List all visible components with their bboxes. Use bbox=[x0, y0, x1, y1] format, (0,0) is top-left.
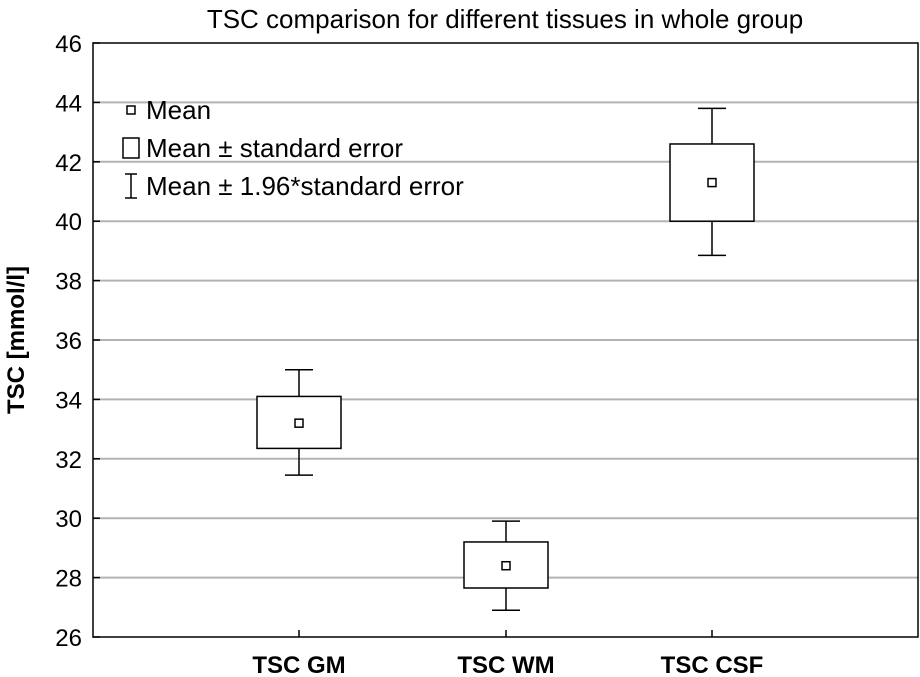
mean-marker bbox=[501, 560, 511, 571]
chart-title: TSC comparison for different tissues in … bbox=[207, 4, 803, 34]
x-axis-categories: TSC GM TSC WM TSC CSF bbox=[252, 630, 763, 677]
legend-mean-symbol bbox=[126, 105, 136, 115]
y-tick-label: 38 bbox=[55, 269, 82, 296]
y-tick-label: 46 bbox=[55, 31, 82, 58]
mean-marker bbox=[294, 418, 304, 428]
legend-box-symbol bbox=[122, 137, 140, 159]
y-axis-label: TSC [mmol/l] bbox=[3, 266, 30, 414]
x-category-label: TSC CSF bbox=[661, 652, 764, 677]
box-tsc-gm bbox=[256, 368, 342, 476]
legend-label: Mean ± standard error bbox=[146, 133, 403, 163]
y-tick-label: 34 bbox=[55, 387, 82, 414]
grid-lines bbox=[93, 101, 918, 579]
legend-item: Mean ± standard error bbox=[122, 133, 403, 163]
legend-item: Mean ± 1.96*standard error bbox=[125, 171, 464, 201]
box-tsc-csf bbox=[669, 107, 755, 257]
legend-label: Mean bbox=[146, 95, 211, 125]
legend-label: Mean ± 1.96*standard error bbox=[146, 171, 464, 201]
legend-item: Mean bbox=[126, 95, 211, 125]
x-category-label: TSC WM bbox=[457, 652, 554, 677]
x-category-label: TSC GM bbox=[252, 652, 345, 677]
y-axis-ticks: 26 28 30 32 34 36 38 40 42 44 46 bbox=[55, 31, 100, 652]
y-tick-label: 44 bbox=[55, 90, 82, 117]
y-tick-label: 42 bbox=[55, 150, 82, 177]
y-tick-label: 26 bbox=[55, 625, 82, 652]
y-tick-label: 30 bbox=[55, 506, 82, 533]
y-tick-label: 40 bbox=[55, 209, 82, 236]
y-tick-label: 32 bbox=[55, 447, 82, 474]
mean-marker bbox=[707, 177, 717, 188]
box-tsc-wm bbox=[463, 520, 549, 612]
legend: Mean Mean ± standard error Mean ± 1.96*sta… bbox=[122, 95, 464, 201]
y-tick-label: 36 bbox=[55, 328, 82, 355]
y-tick-label: 28 bbox=[55, 566, 82, 593]
box-series bbox=[256, 107, 755, 612]
